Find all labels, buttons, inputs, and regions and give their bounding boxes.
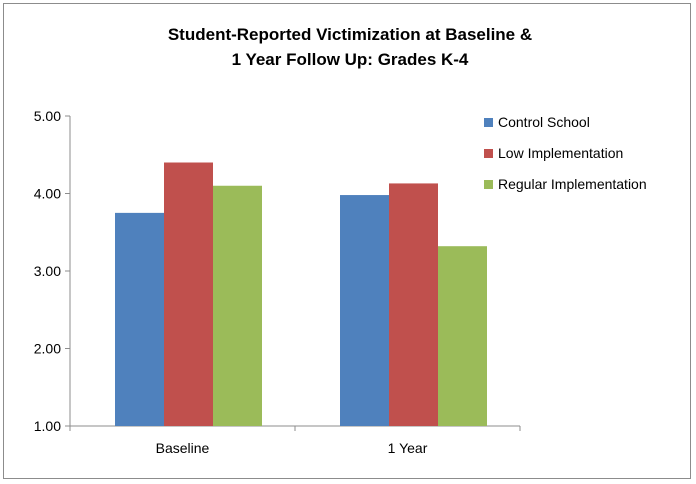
bar-regular-implementation-baseline [213,185,262,426]
legend-swatch-low-implementation [484,149,493,158]
x-category-label: Baseline [156,440,210,456]
chart-title: Student-Reported Victimization at Baseli… [0,22,696,72]
bar-low-implementation-1-year [389,183,438,426]
bar-regular-implementation-1-year [438,246,487,426]
y-tick-label: 2.00 [34,341,61,357]
bar-low-implementation-baseline [164,162,213,426]
bar-control-school-1-year [340,195,389,426]
chart-title-line-2: 1 Year Follow Up: Grades K-4 [231,50,469,69]
bar-control-school-baseline [115,212,164,426]
chart-title-line-1: Student-Reported Victimization at Baseli… [167,25,533,44]
y-tick-label: 4.00 [34,186,61,202]
legend-swatch-control-school [484,118,493,127]
y-tick-label: 1.00 [34,418,61,434]
y-tick-label: 5.00 [34,108,61,124]
y-tick-label: 3.00 [34,263,61,279]
legend-label-low-implementation: Low Implementation [498,145,623,161]
legend-label-regular-implementation: Regular Implementation [498,176,647,192]
legend-swatch-regular-implementation [484,180,493,189]
legend-label-control-school: Control School [498,114,590,130]
x-category-label: 1 Year [388,440,428,456]
